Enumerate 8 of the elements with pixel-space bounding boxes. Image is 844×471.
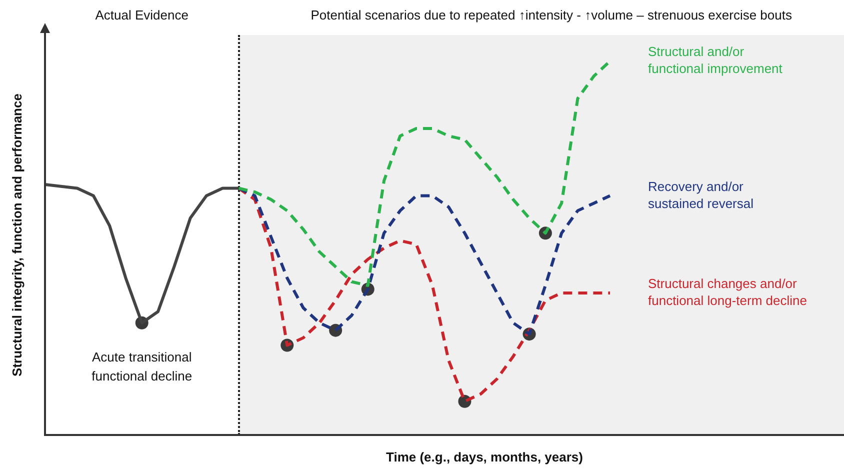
- text: Actual Evidence: [95, 8, 188, 23]
- y-axis-title: Structural integrity, function and performance: [10, 94, 25, 376]
- x-axis-title: Time (e.g., days, months, years): [386, 450, 583, 465]
- text: Structural and/or functional improvement: [648, 44, 783, 76]
- text: Recovery and/or sustained reversal: [648, 178, 754, 211]
- annotation: Acute transitional functional decline: [92, 349, 192, 384]
- text: Structural changes and/or functional long-term decline: [648, 276, 807, 308]
- text: Potential scenarios due to repeated ↑intensity - ↑volume – strenuous exercise bouts: [310, 8, 792, 23]
